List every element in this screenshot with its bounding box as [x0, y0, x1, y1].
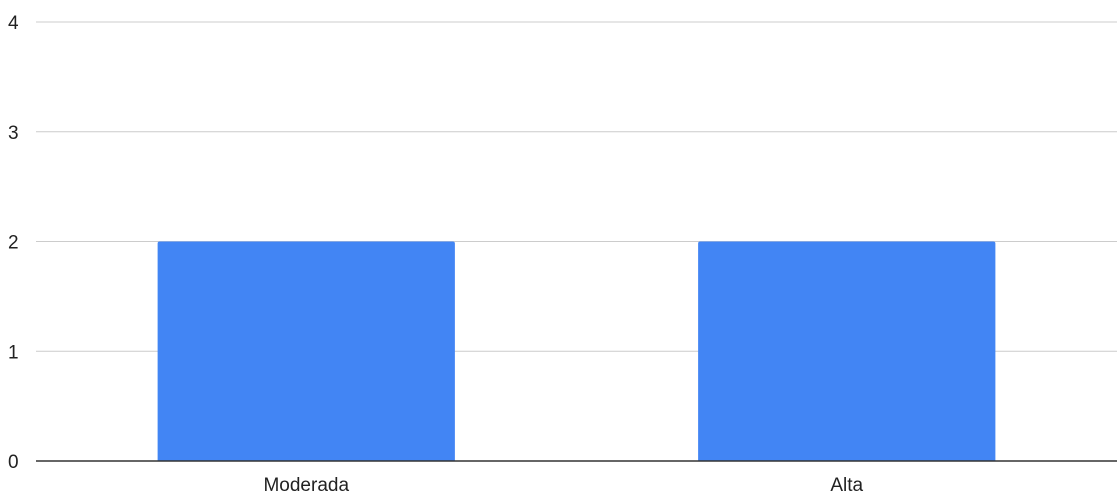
bar-moderada — [157, 241, 455, 461]
y-tick-label-4: 4 — [8, 13, 19, 34]
bars — [157, 241, 996, 461]
y-tick-label-0: 0 — [8, 452, 19, 473]
x-axis-labels: Moderada Alta — [263, 475, 863, 496]
y-tick-label-1: 1 — [8, 342, 19, 363]
bar-alta — [698, 241, 996, 461]
x-tick-label-moderada: Moderada — [263, 475, 349, 496]
y-axis-ticks: 0 1 2 3 4 — [8, 13, 19, 473]
y-tick-label-2: 2 — [8, 233, 19, 254]
y-tick-label-3: 3 — [8, 123, 19, 144]
x-tick-label-alta: Alta — [830, 475, 863, 496]
